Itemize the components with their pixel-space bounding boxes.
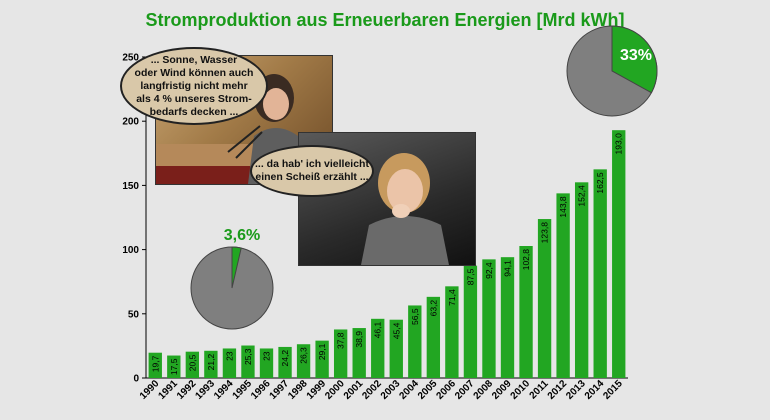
bar-value-label: 38,9 <box>354 331 364 348</box>
small-pie-label: 3,6% <box>224 227 260 244</box>
bar-value-label: 19,7 <box>150 355 160 372</box>
large-pie-label: 33% <box>620 47 652 64</box>
bar-value-label: 29,1 <box>317 343 327 360</box>
x-tick-label: 2009 <box>490 378 514 402</box>
y-tick-label: 100 <box>122 245 139 256</box>
x-tick-label: 2001 <box>342 378 366 402</box>
bar <box>204 350 218 378</box>
bar <box>463 265 478 378</box>
bar-value-label: 37,8 <box>336 332 346 349</box>
bar <box>371 318 385 378</box>
bar-value-label: 24,2 <box>280 350 290 367</box>
bar <box>482 259 496 378</box>
chart-title: Stromproduktion aus Erneuerbaren Energie… <box>145 10 625 30</box>
x-tick-label: 2000 <box>323 378 347 402</box>
bar-value-label: 193,0 <box>614 133 624 155</box>
bar-value-label: 94,1 <box>503 260 513 277</box>
y-tick-label: 150 <box>122 181 139 192</box>
small-pie-green <box>231 246 242 289</box>
bar <box>185 351 200 378</box>
bar <box>556 193 570 378</box>
bar <box>519 246 533 378</box>
bar-value-label: 23 <box>224 351 234 361</box>
bar <box>259 348 274 378</box>
bar <box>408 305 422 378</box>
x-tick-label: 2011 <box>528 378 551 401</box>
speech-bubble-1: ... Sonne, Wasser oder Wind können auch … <box>120 47 268 125</box>
bar <box>593 169 607 378</box>
bar-value-label: 71,4 <box>447 289 457 306</box>
x-tick-label: 2004 <box>397 378 421 402</box>
bar <box>241 345 255 378</box>
speech-bubble-2: ... da hab' ich vielleicht einen Scheiß … <box>250 145 374 197</box>
bar <box>537 219 552 378</box>
x-tick-label: 2002 <box>360 378 384 402</box>
y-tick-label: 250 <box>122 53 139 64</box>
x-tick-label: 2010 <box>509 378 533 402</box>
bar-value-label: 56,5 <box>410 308 420 325</box>
bar-value-label: 46,1 <box>373 322 383 339</box>
bar <box>315 340 329 378</box>
bar <box>296 344 311 378</box>
bar-value-label: 20,5 <box>187 354 197 371</box>
y-tick-label: 200 <box>122 117 139 128</box>
x-tick-label: 2003 <box>379 378 403 402</box>
bar-value-label: 17,5 <box>169 358 179 375</box>
x-tick-label: 1996 <box>249 378 273 402</box>
x-tick-label: 1997 <box>268 378 292 402</box>
bar-value-label: 21,2 <box>206 354 216 371</box>
bar-value-label: 23 <box>262 351 272 361</box>
bar <box>426 296 441 378</box>
bar <box>167 355 181 378</box>
bar <box>574 182 589 378</box>
bar-value-label: 25,3 <box>243 348 253 365</box>
large-pie-green <box>611 25 658 94</box>
bar <box>278 346 292 378</box>
bar <box>222 348 237 378</box>
x-tick-label: 1990 <box>138 378 162 402</box>
bar-value-label: 102,8 <box>521 249 531 271</box>
x-tick-label: 1991 <box>156 378 180 402</box>
x-tick-label: 2013 <box>564 378 588 402</box>
bar-value-label: 123,8 <box>540 222 550 244</box>
bar <box>389 319 403 378</box>
bar-value-label: 92,4 <box>484 262 494 279</box>
bar-value-label: 162,5 <box>595 172 605 194</box>
bar-value-label: 45,4 <box>391 322 401 339</box>
x-tick-label: 2006 <box>434 378 458 402</box>
x-tick-label: 2015 <box>601 378 625 402</box>
bar-value-label: 63,2 <box>428 300 438 317</box>
bar <box>352 328 366 378</box>
x-tick-label: 1995 <box>231 378 255 402</box>
bar <box>500 257 515 378</box>
x-tick-label: 1993 <box>193 378 217 402</box>
x-tick-label: 2007 <box>453 378 477 402</box>
bar-value-label: 143,8 <box>558 196 568 218</box>
x-tick-label: 2005 <box>416 378 440 402</box>
laughing-illustration <box>361 153 449 265</box>
bar <box>612 130 626 378</box>
x-tick-label: 1998 <box>286 378 310 402</box>
bar <box>148 352 162 378</box>
bar-value-label: 87,5 <box>465 268 475 285</box>
x-tick-label: 1992 <box>175 378 199 402</box>
x-tick-label: 2012 <box>546 378 570 402</box>
bar-value-label: 152,4 <box>577 185 587 207</box>
bar <box>333 329 348 378</box>
x-tick-label: 1994 <box>212 378 236 402</box>
x-tick-label: 1999 <box>305 378 329 402</box>
x-tick-label: 2008 <box>472 378 496 402</box>
y-tick-label: 50 <box>128 309 140 320</box>
bar <box>445 286 459 378</box>
bar-value-label: 26,3 <box>299 347 309 364</box>
y-tick-label: 0 <box>133 374 139 385</box>
x-tick-label: 2014 <box>583 378 607 402</box>
